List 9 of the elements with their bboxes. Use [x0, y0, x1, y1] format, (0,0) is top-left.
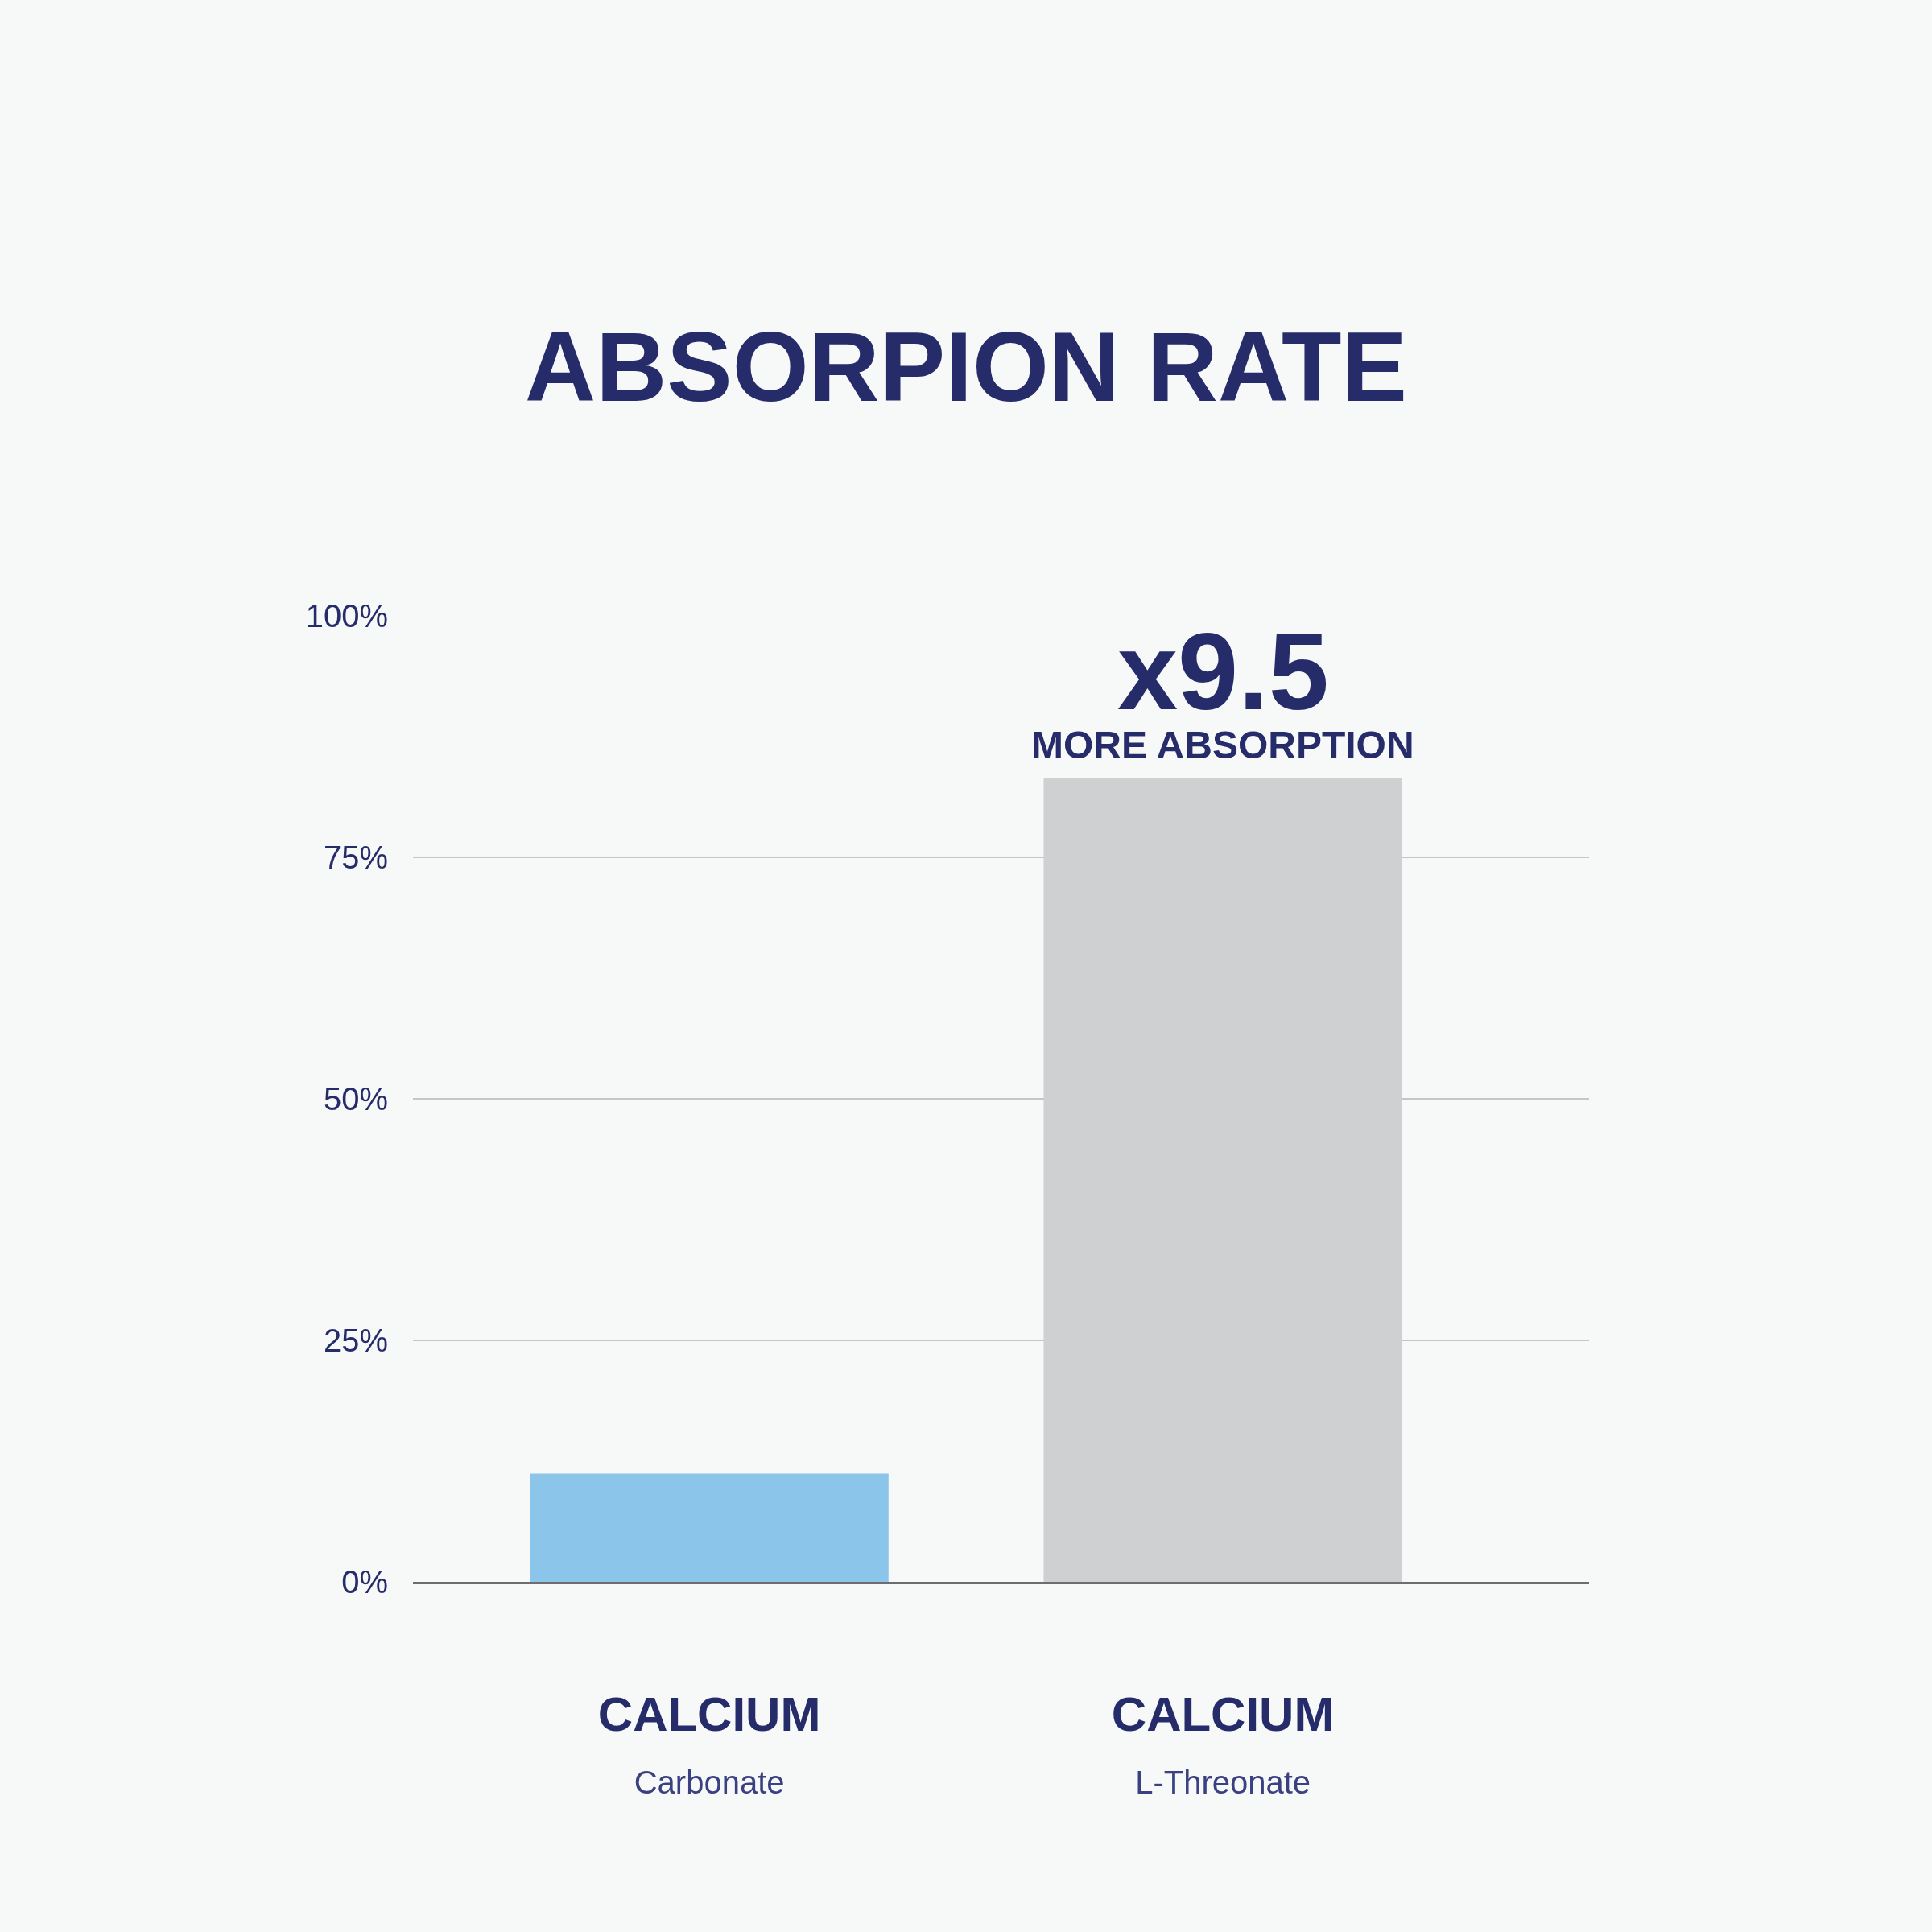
- y-tick-label: 25%: [323, 1323, 388, 1358]
- x-tick-label: CALCIUM Carbonate: [597, 1687, 821, 1800]
- x-tick-label: CALCIUM L-Threonate: [1111, 1687, 1335, 1800]
- y-tick-label: 75%: [323, 840, 388, 875]
- y-tick-label: 50%: [323, 1081, 388, 1117]
- annotation: MORE ABSORPTION: [1031, 724, 1414, 766]
- chart-title: ABSORPION RATE: [525, 312, 1407, 422]
- y-tick-label: 100%: [305, 598, 388, 634]
- y-tick-label: 0%: [341, 1564, 388, 1600]
